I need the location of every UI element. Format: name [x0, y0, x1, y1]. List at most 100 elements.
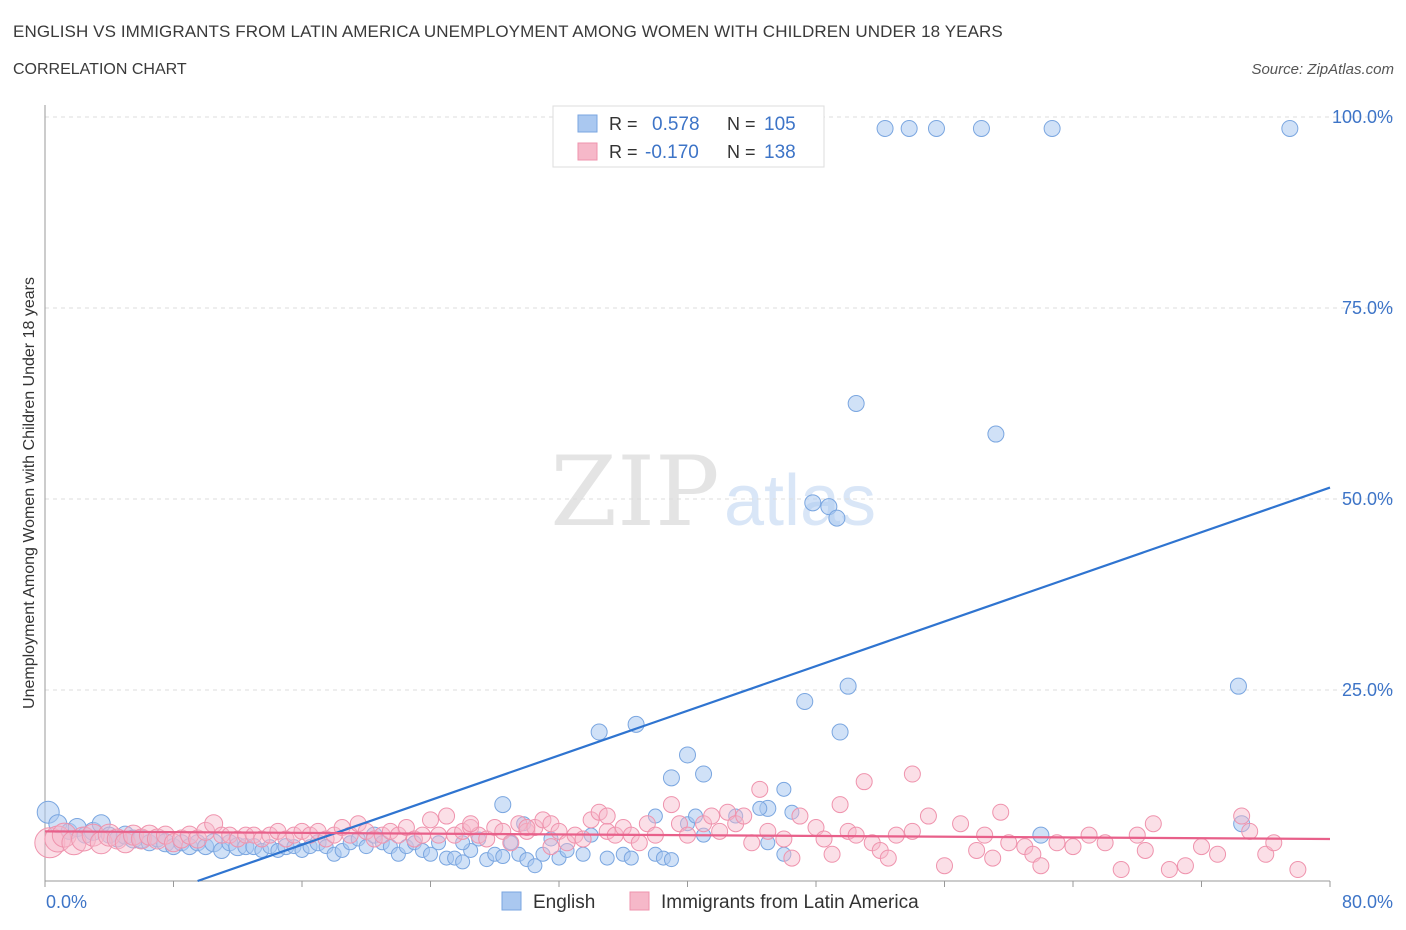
latin-america-point [422, 811, 439, 829]
english-point [494, 796, 512, 814]
latin-america-point [413, 826, 431, 844]
english-point [599, 850, 615, 866]
latin-america-point [952, 815, 970, 833]
latin-america-point [438, 807, 456, 825]
latin-america-point [301, 826, 319, 844]
latin-america-point [879, 849, 897, 867]
latin-america-point [1096, 834, 1114, 852]
watermark-zip: ZIP [550, 436, 719, 548]
english-point [695, 765, 713, 783]
latin-america-point [446, 826, 464, 844]
legend-r-label-english: R = [609, 114, 638, 134]
latin-america-point [1209, 845, 1227, 863]
latin-america-point [253, 830, 271, 848]
latin-america-point [229, 830, 247, 848]
chart-title: ENGLISH VS IMMIGRANTS FROM LATIN AMERICA… [13, 22, 1003, 41]
latin-america-point [855, 773, 873, 791]
latin-america-point [598, 807, 616, 825]
latin-america-point [1241, 822, 1259, 840]
latin-america-point [791, 807, 809, 825]
english-point [831, 723, 849, 741]
latin-america-point [1128, 826, 1146, 844]
legend-r-label-latin: R = [609, 142, 638, 162]
english-point [804, 494, 822, 512]
latin-america-point [887, 826, 905, 844]
english-trendline [197, 486, 1331, 883]
latin-america-point [534, 811, 552, 829]
english-point [776, 781, 792, 797]
y-tick-label: 75.0% [1342, 298, 1393, 318]
latin-america-point [903, 822, 921, 840]
latin-america-point [188, 829, 208, 849]
y-tick-label: 50.0% [1342, 489, 1393, 509]
english-point [1229, 677, 1247, 695]
latin-america-point [277, 830, 295, 848]
x-tick-label: 80.0% [1342, 892, 1393, 912]
latin-america-point [261, 826, 279, 844]
latin-america-point [1112, 861, 1130, 879]
latin-america-point [783, 849, 801, 867]
english-point [455, 854, 471, 870]
chart-subtitle: CORRELATION CHART [13, 61, 187, 78]
latin-america-point [630, 834, 648, 852]
legend-n-label-latin: N = [727, 142, 756, 162]
english-point [527, 858, 543, 874]
latin-america-point [542, 838, 560, 856]
latin-america-point [984, 849, 1002, 867]
latin-america-point [743, 834, 761, 852]
legend-r-value-latin: -0.170 [645, 142, 699, 163]
latin-america-point [919, 807, 937, 825]
latin-america-point [1289, 861, 1307, 879]
english-point [590, 723, 608, 741]
latin-america-point [1265, 834, 1283, 852]
latin-america-point [155, 825, 175, 845]
latin-america-point [1193, 838, 1210, 856]
legend-n-label-english: N = [727, 114, 756, 134]
english-point [423, 846, 438, 862]
english-point [1281, 119, 1299, 137]
english-point [784, 804, 800, 820]
english-point [662, 769, 680, 787]
english-point [752, 800, 768, 816]
latin-america-point [1176, 857, 1194, 875]
latin-america-point [735, 807, 753, 825]
latin-america-point [992, 803, 1010, 821]
latin-america-point [823, 845, 841, 863]
legend-swatch-latin [577, 142, 598, 161]
english-point [972, 119, 990, 137]
latin-america-point [1000, 834, 1018, 852]
english-point [495, 849, 511, 865]
latin-america-point [936, 857, 953, 875]
latin-america-point [405, 830, 423, 848]
latin-america-point [381, 822, 399, 840]
y-tick-label: 25.0% [1342, 680, 1393, 700]
y-tick-label: 100.0% [1332, 107, 1393, 127]
latin-america-point [968, 841, 986, 859]
y-axis-label: Unemployment Among Women with Children U… [21, 277, 38, 709]
latin-america-point [711, 822, 729, 840]
english-point [987, 425, 1005, 443]
latin-america-point [1048, 834, 1066, 852]
legend-label-english: English [533, 892, 595, 913]
english-point [1043, 119, 1061, 137]
english-point [663, 852, 679, 868]
source-note: Source: ZipAtlas.com [1251, 61, 1394, 78]
latin-america-point [71, 826, 97, 852]
latin-america-point [365, 830, 383, 848]
english-point [839, 677, 857, 695]
english-point [876, 119, 894, 137]
series-legend: English Immigrants from Latin America [501, 891, 919, 913]
latin-america-point [1064, 838, 1082, 856]
legend-swatch-english-bottom [501, 891, 522, 911]
latin-america-point [462, 815, 480, 833]
latin-america-trendline [44, 830, 1331, 841]
correlation-legend: R = 0.578 N = 105 R = -0.170 N = 138 [552, 105, 825, 168]
latin-america-point [703, 807, 721, 825]
legend-swatch-english [577, 114, 598, 133]
legend-label-latin: Immigrants from Latin America [661, 892, 919, 913]
latin-america-point [1136, 841, 1154, 859]
legend-n-value-english: 105 [764, 114, 796, 135]
latin-america-point [502, 834, 520, 852]
latin-america-point [751, 780, 769, 798]
latin-america-point [1233, 807, 1251, 825]
